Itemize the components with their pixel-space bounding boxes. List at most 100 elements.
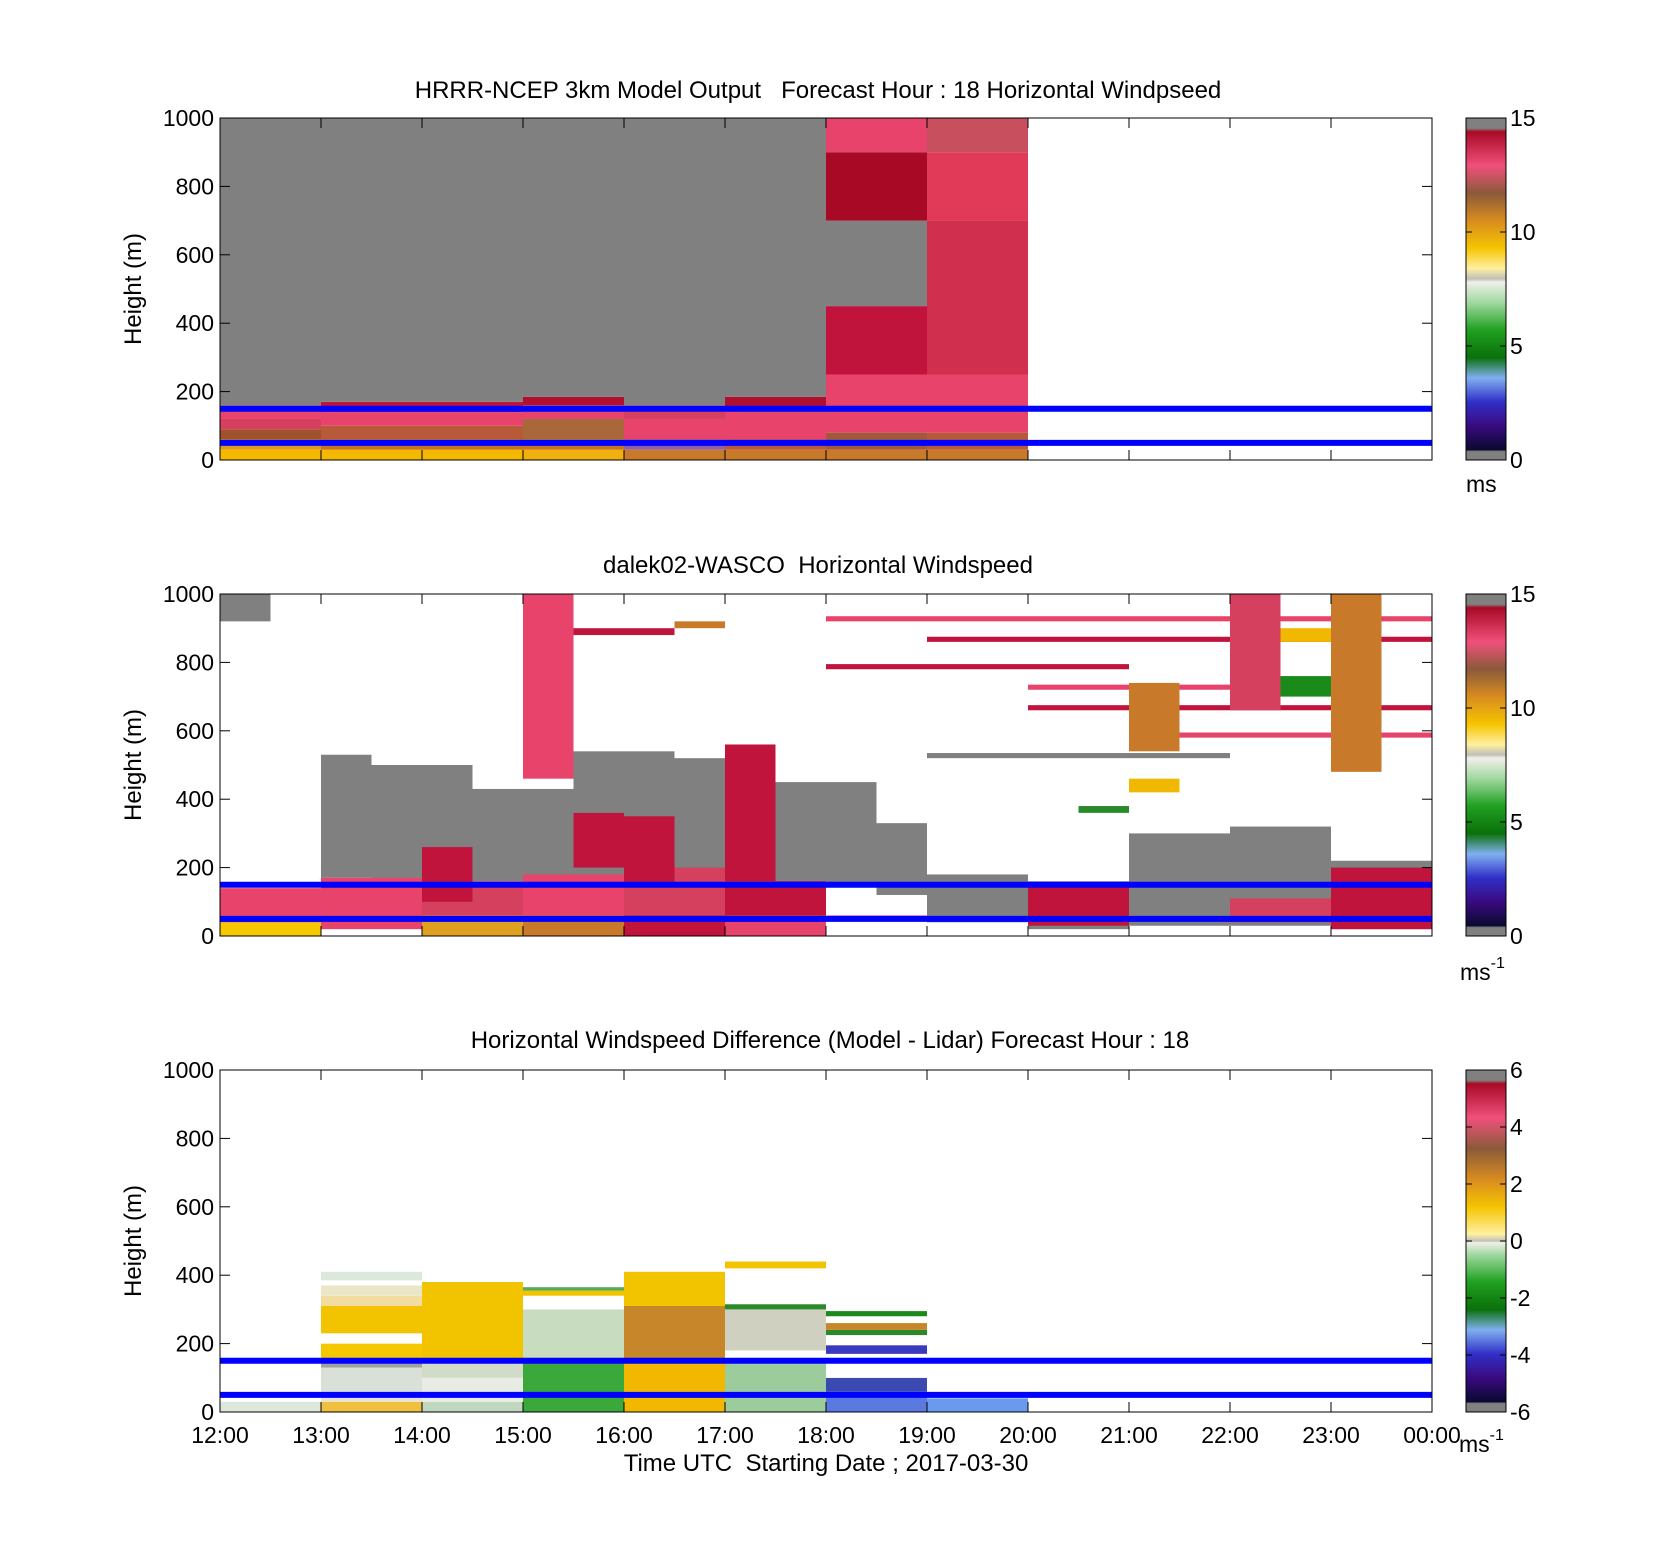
panel-difference-cell-5 xyxy=(321,1343,422,1361)
panel-difference-cell-0 xyxy=(220,1401,321,1412)
panel-lidar-cell-38 xyxy=(1230,594,1281,711)
panel-lidar-title: dalek02-WASCO Horizontal Windspeed xyxy=(603,552,1033,579)
panel-lidar-cell-23 xyxy=(573,812,624,868)
panel-lidar-cell-36 xyxy=(1129,732,1432,738)
panel-lidar-ytick-label-1: 200 xyxy=(176,855,214,881)
panel-lidar-cell-18 xyxy=(523,874,624,916)
panel-lidar-cell-45 xyxy=(220,594,271,622)
panel-lidar-cell-43 xyxy=(1129,778,1180,793)
panel-difference-xtick-label-0: 12:00 xyxy=(191,1422,249,1448)
panel-difference-xtick-label-2: 14:00 xyxy=(393,1422,451,1448)
panel-model-cell-23 xyxy=(725,449,826,460)
panel-lidar-cell-33 xyxy=(826,664,1129,670)
panel-difference-cell-27 xyxy=(725,1261,826,1269)
panel-difference-cell-35 xyxy=(927,1398,1028,1412)
panel-difference-colorbar-ticks: -6 -4 -2 0 2 4 6 xyxy=(1466,1057,1531,1425)
panel-difference-cell-26 xyxy=(725,1304,826,1310)
panel-difference-ytick-label-3: 600 xyxy=(176,1194,214,1220)
panel-difference-cell-31 xyxy=(826,1345,927,1354)
panel-lidar: dalek02-WASCO Horizontal Windspeed 0 200 4… xyxy=(120,552,1536,985)
panel-difference-colorbar-unit: ms-1 xyxy=(1459,1427,1504,1457)
panel-lidar-unit-base: ms xyxy=(1460,959,1491,985)
panel-lidar-cell-47 xyxy=(573,628,675,636)
panel-model-cell-39 xyxy=(927,152,1028,221)
panel-model-cell-40 xyxy=(927,118,1028,153)
panel-difference-cbar-tick-label-4: 2 xyxy=(1510,1171,1523,1197)
panel-lidar-cell-42 xyxy=(1129,682,1180,752)
panel-difference-cell-18 xyxy=(523,1290,624,1296)
panel-lidar-ytick-label-2: 400 xyxy=(176,786,214,812)
panel-difference-ytick-label-4: 800 xyxy=(176,1125,214,1151)
panel-difference-cell-12 xyxy=(422,1377,523,1402)
panel-model-xticks xyxy=(219,118,1433,460)
panel-difference-ytick-label-0: 0 xyxy=(201,1399,214,1425)
panel-model-cell-3 xyxy=(220,418,321,430)
panel-difference-cell-7 xyxy=(321,1305,422,1334)
panel-lidar-cbar-tick-label-0: 0 xyxy=(1510,923,1523,949)
panel-lidar-colorbar-ticks: 0 5 10 15 xyxy=(1466,581,1536,949)
panel-difference-xtick-label-3: 15:00 xyxy=(494,1422,552,1448)
panel-model-cell-31 xyxy=(826,306,927,375)
panel-lidar-cell-0 xyxy=(321,754,372,878)
panel-lidar-cell-25 xyxy=(725,744,776,882)
panel-lidar-cbar-tick-label-3: 15 xyxy=(1510,581,1536,607)
panel-difference-ylabel: Height (m) xyxy=(120,1185,147,1297)
panel-lidar-cell-41 xyxy=(1280,676,1331,697)
panel-model-cbar-tick-label-3: 15 xyxy=(1510,105,1536,131)
panel-model-colorbar xyxy=(1465,117,1507,461)
panel-model-reflines xyxy=(220,405,1432,446)
panel-model-cell-9 xyxy=(321,412,523,426)
panel-difference-cell-1 xyxy=(321,1401,422,1412)
panel-lidar-reflines xyxy=(220,881,1432,922)
panel-model-cell-32 xyxy=(826,220,927,307)
panel-difference-cells xyxy=(220,1261,1028,1412)
panel-model-cell-12 xyxy=(523,449,624,460)
panel-model-ytick-label-0: 0 xyxy=(201,447,214,473)
panel-difference-cell-8 xyxy=(321,1295,422,1306)
panel-lidar-cell-5 xyxy=(775,782,877,885)
panel-model-cell-18 xyxy=(624,449,725,460)
panel-difference-ytick-label-5: 1000 xyxy=(163,1057,214,1083)
panel-model-colorbar-ticks: 0 5 10 15 xyxy=(1466,105,1536,473)
panel-model-cbar-tick-label-1: 5 xyxy=(1510,333,1523,359)
panel-model-cell-5 xyxy=(220,118,321,406)
panel-difference-xtick-label-6: 18:00 xyxy=(797,1422,855,1448)
panel-difference-xtick-label-9: 21:00 xyxy=(1100,1422,1158,1448)
panel-difference-cell-10 xyxy=(321,1271,422,1281)
panel-difference-cell-23 xyxy=(725,1360,826,1412)
panel-model-cell-28 xyxy=(826,449,927,460)
panel-lidar-ytick-label-4: 800 xyxy=(176,649,214,675)
panel-lidar-cell-26 xyxy=(422,847,473,902)
panel-lidar-cells xyxy=(220,594,1432,936)
panel-difference-cell-22 xyxy=(624,1271,725,1306)
panel-difference-xtick-label-1: 13:00 xyxy=(292,1422,350,1448)
panel-difference-cell-24 xyxy=(725,1350,826,1361)
panel-difference-cell-20 xyxy=(624,1360,725,1412)
panel-difference-xtick-label-12: 00:00 xyxy=(1403,1422,1461,1448)
panel-model-yticks: 0 200 400 600 800 1000 xyxy=(163,105,1432,473)
panel-difference-cell-19 xyxy=(523,1287,624,1291)
panel-difference-cell-33 xyxy=(826,1323,927,1330)
panel-model-ytick-label-5: 1000 xyxy=(163,105,214,131)
panel-lidar-cell-39 xyxy=(1331,594,1382,772)
panel-difference-cbar-tick-label-2: -2 xyxy=(1510,1285,1530,1311)
panel-difference-xlabel: Time UTC Starting Date ; 2017-03-30 xyxy=(624,1450,1029,1477)
panel-difference-cell-11 xyxy=(422,1401,523,1412)
panel-model-cell-16 xyxy=(523,396,624,406)
panel-model-cell-34 xyxy=(826,118,927,153)
panel-difference-unit-sup: -1 xyxy=(1490,1427,1504,1444)
panel-difference-cell-4 xyxy=(321,1360,422,1368)
panel-difference-cell-3 xyxy=(321,1367,422,1392)
panel-lidar-cell-12 xyxy=(220,922,321,936)
panel-difference-yticks: 0 200 400 600 800 1000 xyxy=(163,1057,1432,1425)
panel-model-cell-35 xyxy=(927,449,1028,460)
panel-model-colorbar-unit: ms xyxy=(1466,471,1497,497)
panel-lidar-ylabel: Height (m) xyxy=(120,709,147,821)
panel-difference-ytick-label-1: 200 xyxy=(176,1331,214,1357)
panel-difference-cell-25 xyxy=(725,1309,826,1351)
panel-lidar-cell-46 xyxy=(523,594,574,779)
panel-difference-xtick-label-4: 16:00 xyxy=(595,1422,653,1448)
panel-model-cbar-tick-label-0: 0 xyxy=(1510,447,1523,473)
panel-difference: Horizontal Windspeed Difference (Model -… xyxy=(120,1027,1531,1477)
